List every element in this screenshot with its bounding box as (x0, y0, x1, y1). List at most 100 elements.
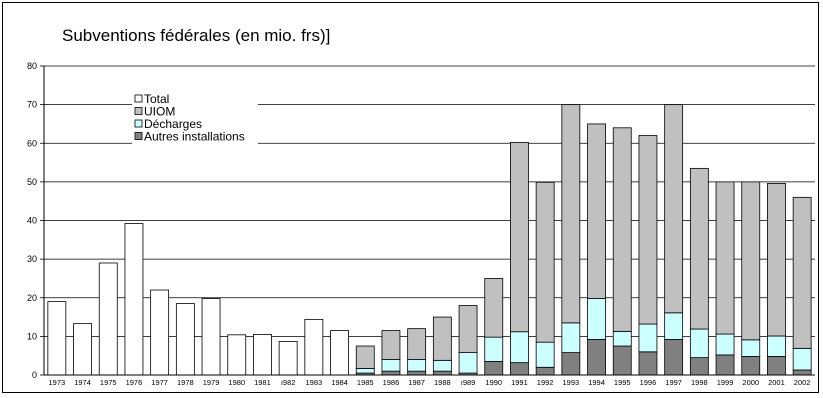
bar-total-1973 (47, 301, 67, 376)
legend-label-total: Total (144, 92, 169, 106)
chart-title: Subventions fédérales (en mio. frs)] (62, 26, 331, 45)
x-axis-ticks: 1973 1974 1975 1976 1977 1978 1979 1980 1981 ı982… (49, 378, 811, 387)
bar-autres-installations-1997 (664, 339, 684, 376)
bar-total-1979 (201, 298, 221, 376)
x-tick-label: 2000 (742, 378, 759, 387)
x-tick-label: 1983 (306, 378, 323, 387)
y-tick-label: 0 (32, 370, 37, 380)
bar-autres-installations-1986 (381, 370, 401, 376)
legend-background (132, 92, 258, 154)
legend-swatch-decharges (134, 119, 143, 128)
bar-autres-installations-1995 (612, 345, 632, 376)
y-tick-label: 60 (27, 138, 37, 148)
bar-autres-installations-1998 (689, 357, 709, 376)
bar-uiom-1994 (587, 123, 606, 299)
x-tick-label: 1996 (640, 378, 657, 387)
x-tick-label: 1995 (614, 378, 631, 387)
x-tick-label: ı982 (281, 378, 296, 387)
bar-total-1975 (98, 262, 118, 376)
bar-autres-installations-1992 (535, 366, 555, 376)
x-tick-label: 1999 (717, 378, 734, 387)
bar-decharges-1996 (638, 323, 658, 353)
bar-total-1984 (330, 330, 349, 376)
bar-autres-installations-1999 (715, 354, 735, 376)
y-tick-label: 10 (27, 331, 37, 341)
bar-autres-installations-1996 (638, 351, 658, 376)
bar-total-1974 (73, 323, 92, 376)
x-tick-label: 1976 (126, 378, 143, 387)
y-tick-label: 40 (27, 216, 37, 226)
bar-uiom-1986 (381, 330, 401, 360)
bar-decharges-2000 (741, 339, 761, 357)
x-tick-label: 1984 (331, 378, 348, 387)
x-tick-label: 1990 (485, 378, 502, 387)
bar-decharges-1991 (510, 331, 529, 364)
bar-autres-installations-1987 (407, 370, 427, 376)
axes (43, 66, 815, 376)
bar-total-1976 (124, 223, 144, 376)
bar-total-1980 (227, 334, 247, 376)
bar-autres-installations-1994 (587, 339, 606, 376)
x-tick-label: 1992 (537, 378, 554, 387)
bar-uiom-1996 (638, 135, 658, 325)
bar-decharges-1989 (458, 352, 478, 374)
x-tick-label: 1978 (177, 378, 194, 387)
bar-decharges-1986 (381, 359, 401, 372)
bar-decharges-1994 (587, 298, 606, 340)
x-tick-label: 1987 (408, 378, 425, 387)
x-tick-label: 1991 (511, 378, 528, 387)
bar-uiom-1990 (484, 278, 504, 338)
y-tick-label: 50 (27, 177, 37, 187)
x-tick-label: 1979 (203, 378, 220, 387)
bar-uiom-1988 (432, 316, 452, 361)
bar-uiom-1999 (715, 181, 735, 335)
bar-uiom-1995 (612, 127, 632, 332)
bar-decharges-1990 (484, 336, 504, 362)
legend-label-autres-installations: Autres installations (144, 130, 245, 144)
bar-decharges-1987 (407, 359, 427, 372)
x-tick-label: 2001 (768, 378, 785, 387)
bar-autres-installations-2001 (767, 356, 786, 376)
bar-uiom-1989 (458, 305, 478, 353)
bar-decharges-1999 (715, 333, 735, 356)
bar-total-1977 (150, 289, 170, 376)
bar-decharges-1992 (535, 341, 555, 368)
legend-swatch-autres-installations (134, 132, 143, 140)
bar-decharges-2001 (767, 335, 786, 357)
bar-total-1981 (253, 334, 272, 376)
x-tick-label: 1988 (434, 378, 451, 387)
bar-total-1978 (175, 303, 195, 376)
x-tick-label: 1997 (665, 378, 682, 387)
bar-decharges-1997 (664, 312, 684, 340)
bar-uiom-1997 (664, 104, 684, 314)
bar-autres-installations-2002 (792, 369, 812, 376)
x-tick-label: 1993 (563, 378, 580, 387)
bar-uiom-1987 (407, 328, 427, 360)
bars (47, 104, 812, 376)
x-tick-label: ı989 (461, 378, 476, 387)
bar-decharges-1985 (355, 368, 375, 374)
bar-autres-installations-1988 (432, 370, 452, 376)
x-tick-label: 1977 (151, 378, 168, 387)
legend-swatch-uiom (134, 107, 143, 115)
x-tick-label: 1974 (74, 378, 91, 387)
bar-decharges-1995 (612, 330, 632, 347)
bar-uiom-1992 (535, 181, 555, 343)
y-tick-label: 30 (27, 254, 37, 264)
bar-uiom-2001 (767, 183, 786, 337)
legend-label-decharges: Décharges (144, 117, 202, 131)
bar-uiom-1993 (561, 104, 581, 324)
bar-uiom-2000 (741, 181, 761, 341)
x-tick-label: 2002 (794, 378, 811, 387)
bar-uiom-1991 (510, 142, 529, 333)
bar-autres-installations-1990 (484, 361, 504, 376)
x-tick-label: 1994 (588, 378, 605, 387)
bar-uiom-1985 (355, 345, 375, 369)
bar-autres-installations-1993 (561, 352, 581, 376)
x-tick-label: 1975 (100, 378, 117, 387)
y-tick-label: 20 (27, 293, 37, 303)
x-tick-label: 1980 (228, 378, 245, 387)
bar-uiom-2002 (792, 196, 812, 349)
bar-autres-installations-2000 (741, 356, 761, 376)
